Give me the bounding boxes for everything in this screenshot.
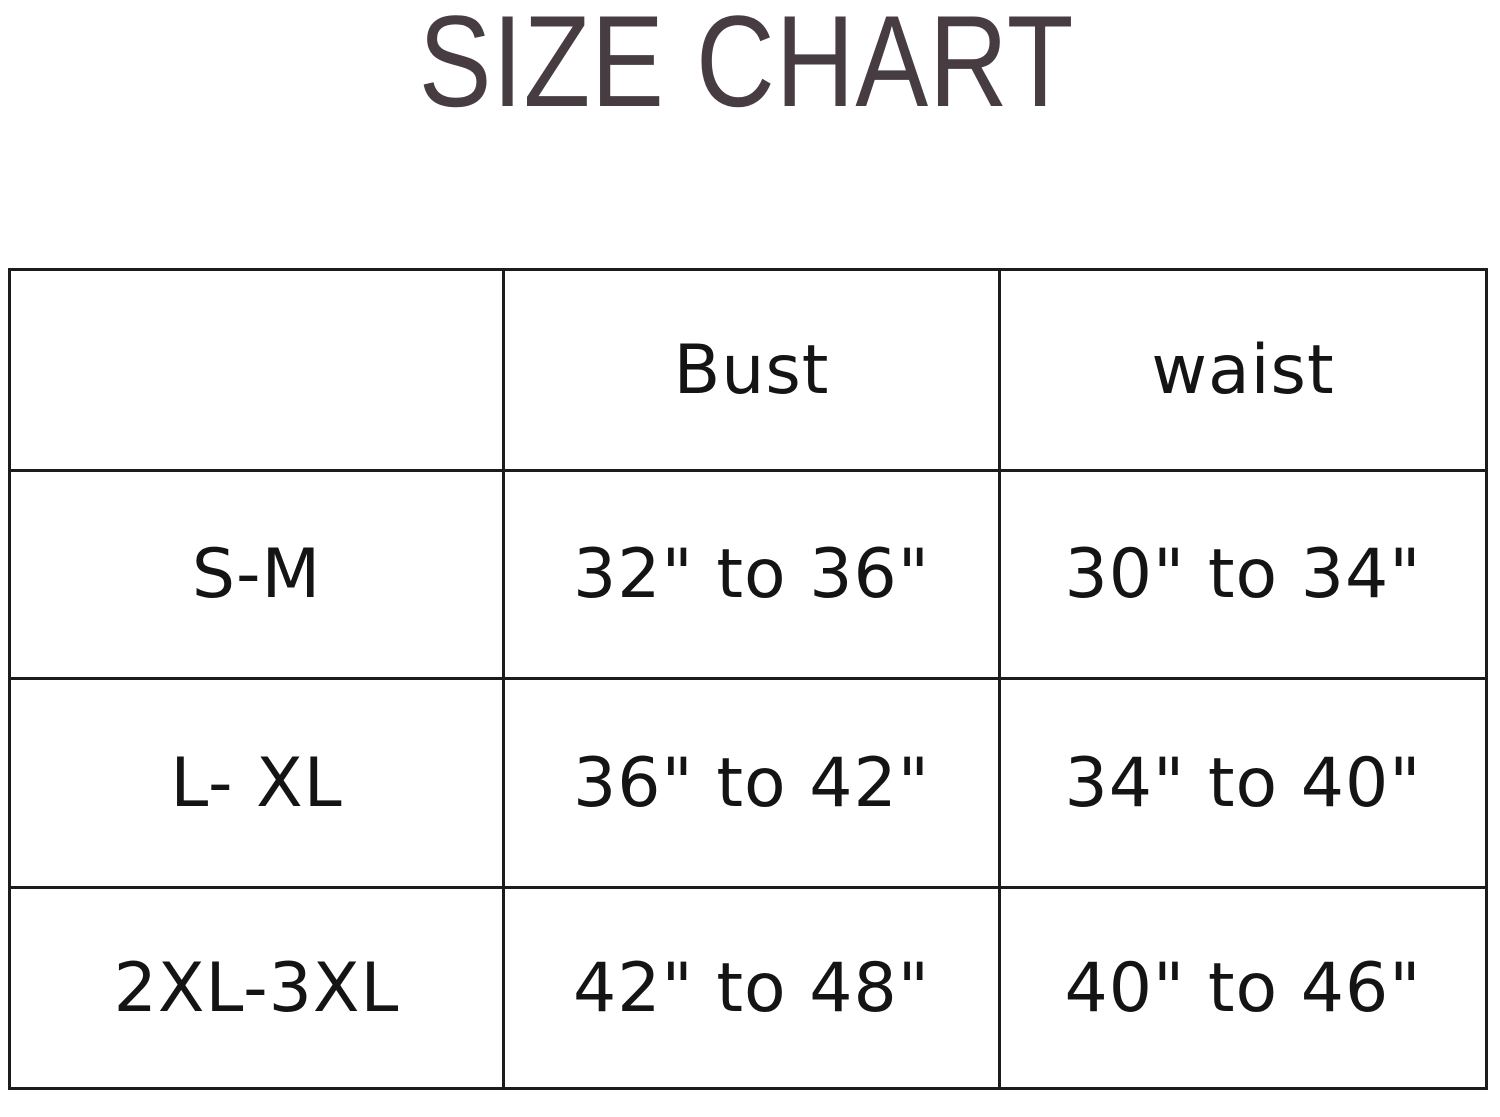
waist-value-cell: 34" to 40": [998, 677, 1488, 889]
table-row: S-M 32" to 36" 30" to 34": [8, 469, 1488, 680]
bust-value-cell: 42" to 48": [502, 886, 1001, 1090]
page-title: SIZE CHART: [418, 0, 1075, 134]
header-cell-bust: Bust: [502, 268, 1001, 472]
header-cell-waist: waist: [998, 268, 1488, 472]
size-label-cell: 2XL-3XL: [8, 886, 505, 1090]
bust-value-cell: 36" to 42": [502, 677, 1001, 889]
bust-value-cell: 32" to 36": [502, 469, 1001, 680]
table-row: 2XL-3XL 42" to 48" 40" to 46": [8, 886, 1488, 1090]
size-label-cell: L- XL: [8, 677, 505, 889]
table-row: L- XL 36" to 42" 34" to 40": [8, 677, 1488, 889]
table-header-row: Bust waist: [8, 268, 1488, 472]
waist-value-cell: 40" to 46": [998, 886, 1488, 1090]
waist-value-cell: 30" to 34": [998, 469, 1488, 680]
size-label-cell: S-M: [8, 469, 505, 680]
size-chart-table: Bust waist S-M 32" to 36" 30" to 34" L- …: [8, 268, 1488, 1090]
header-cell-size: [8, 268, 505, 472]
